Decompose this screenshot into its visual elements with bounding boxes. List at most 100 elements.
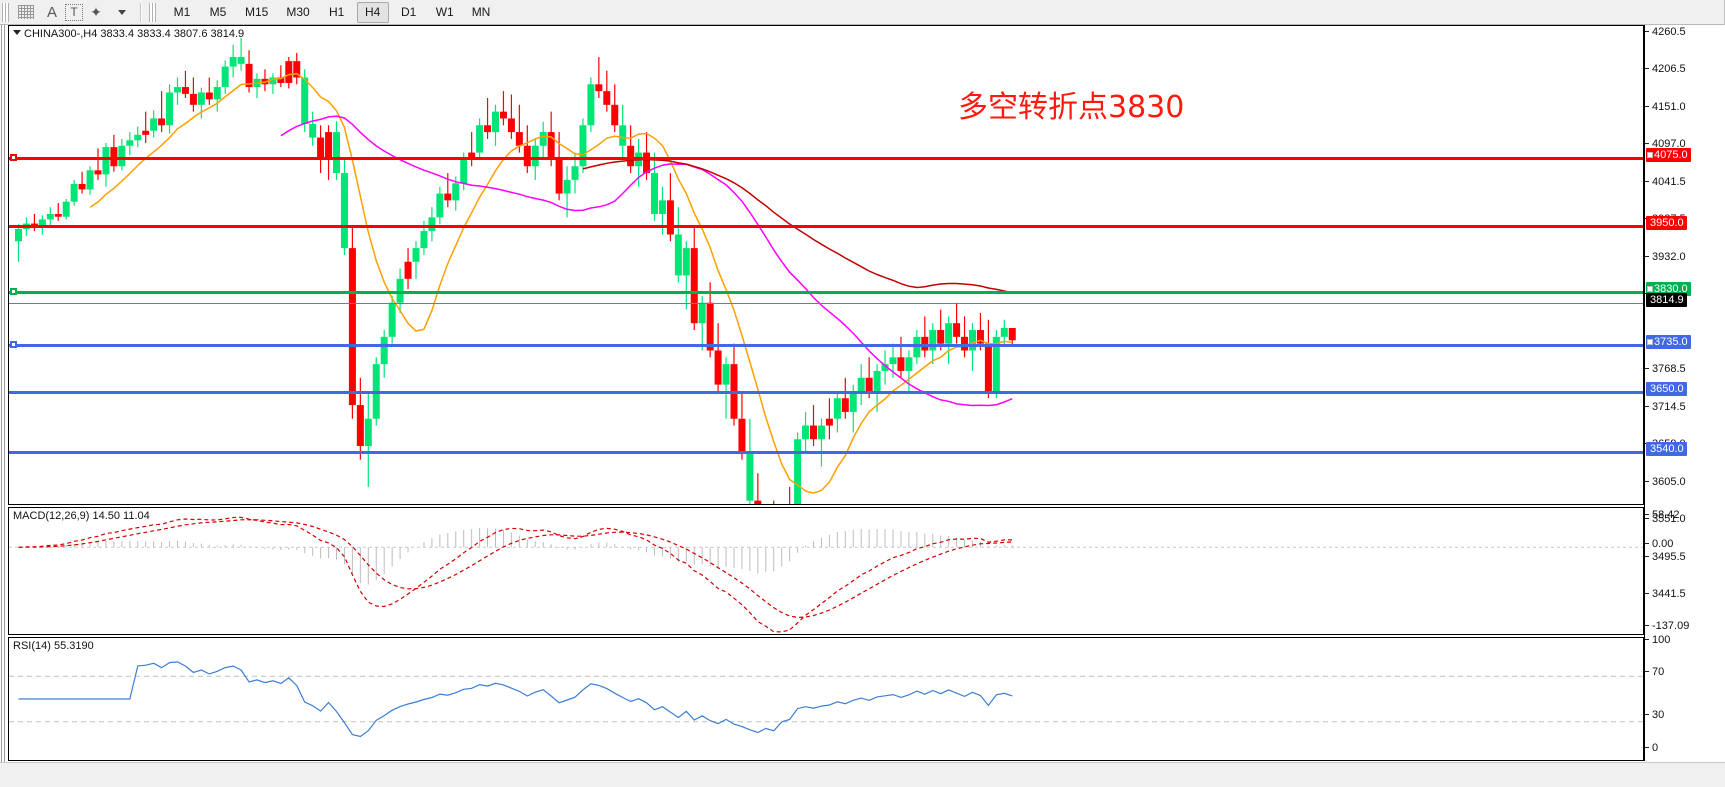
candle-body [587, 84, 595, 126]
level-handle-icon[interactable] [1647, 286, 1653, 292]
candle-body [682, 248, 690, 276]
text-label-icon[interactable]: A [46, 3, 57, 21]
level-line-support-3650[interactable] [9, 391, 1643, 394]
candle-body [643, 152, 651, 174]
candle-body [142, 130, 150, 135]
candle-body [86, 170, 94, 190]
candle-body [492, 111, 499, 133]
level-line-support-3735[interactable] [9, 344, 1643, 347]
price-axis-tick: 4151.0 [1645, 101, 1725, 113]
level-handle-icon[interactable] [1647, 152, 1653, 158]
candle-body [237, 57, 245, 64]
candle-body [476, 125, 484, 153]
candle-body [420, 231, 428, 249]
candle-body [380, 336, 388, 365]
toolbar-divider [140, 2, 142, 22]
axis-tick-label: 4206.5 [1652, 63, 1686, 75]
candle-body [658, 200, 666, 214]
timeframe-button-m15[interactable]: M15 [245, 5, 269, 19]
rsi-pane[interactable]: RSI(14) 55.3190 [8, 637, 1644, 761]
candle-body [921, 336, 929, 351]
candle-body [674, 234, 682, 276]
level-handle-icon[interactable] [1647, 339, 1653, 345]
level-drag-handle-resistance-4075[interactable] [10, 154, 17, 161]
level-line-resistance-3950[interactable] [9, 225, 1643, 228]
axis-tick-mark [1645, 106, 1649, 107]
candle-body [333, 132, 340, 174]
level-line-pivot-3830[interactable] [9, 291, 1643, 294]
chart-annotation-text[interactable]: 多空转折点3830 [958, 90, 1185, 125]
axis-tick-label: 0.00 [1652, 538, 1674, 550]
axis-tick-mark [1645, 747, 1649, 748]
candle-body [563, 179, 571, 194]
axis-tick-mark [1645, 514, 1649, 515]
candle-body [611, 104, 619, 126]
price-pane[interactable]: CHINA300-,H4 3833.4 3833.4 3807.6 3814.9 [8, 25, 1644, 505]
macd-pane[interactable]: MACD(12,26,9) 14.50 11.04 [8, 507, 1644, 635]
price-axis-tick: 3495.5 [1645, 551, 1725, 563]
timeframe-button-m1[interactable]: M1 [173, 5, 191, 19]
axis-tick-label: 3714.5 [1652, 401, 1686, 413]
macd-axis-tick: -137.09 [1645, 620, 1725, 632]
text-box-icon[interactable]: T [65, 3, 83, 21]
candle-body [356, 405, 364, 447]
price-scale-axis[interactable]: 4260.54206.54151.04097.04041.53987.53932… [1644, 25, 1725, 761]
candle-body [714, 350, 722, 385]
axis-tick-mark [1645, 256, 1649, 257]
price-axis-badge-3950-0[interactable]: 3950.0 [1646, 216, 1687, 230]
candle-body [213, 87, 221, 100]
candle-body [181, 87, 189, 94]
axis-tick-mark [1645, 143, 1649, 144]
candle-body [690, 248, 698, 324]
price-axis-badge-3814-9[interactable]: 3814.9 [1646, 293, 1687, 307]
level-line-last-price-3814[interactable] [9, 303, 1643, 304]
rsi-axis-tick: 70 [1645, 666, 1725, 678]
candle-body [452, 183, 460, 201]
candle-body [205, 92, 213, 100]
level-drag-handle-pivot-3830[interactable] [10, 288, 17, 295]
timeframe-button-w1[interactable]: W1 [435, 5, 454, 19]
candle-body [78, 183, 86, 190]
level-line-support-3540[interactable] [9, 451, 1643, 454]
timeframe-button-m30[interactable]: M30 [286, 5, 310, 19]
candle-body [627, 145, 635, 167]
candle-body [404, 261, 412, 279]
price-axis-badge-4075-0[interactable]: 4075.0 [1646, 148, 1691, 162]
candle-body [285, 61, 293, 83]
timeframe-button-d1[interactable]: D1 [401, 5, 417, 19]
candle-body [666, 200, 674, 235]
toolbar-grip[interactable] [2, 2, 9, 22]
crosshair-grid-icon[interactable] [13, 1, 39, 24]
candle-body [531, 145, 539, 167]
candle-body [619, 125, 627, 146]
timeframe-button-h4[interactable]: H4 [356, 1, 389, 23]
price-axis-tick: 3768.5 [1645, 363, 1725, 375]
rsi-pane-label: RSI(14) 55.3190 [13, 640, 94, 652]
ma-line-magenta [280, 115, 1013, 407]
candle-body [150, 118, 158, 131]
candle-body [1000, 327, 1008, 337]
timeframe-buttons: M1 M5 M15 M30 H1 H4 D1 W1 MN [164, 1, 499, 23]
candle-body [841, 398, 849, 412]
shapes-objects-icon[interactable]: ✦ [90, 3, 102, 20]
candle-body [794, 439, 802, 504]
chart-left-scroll-grip[interactable] [0, 25, 8, 762]
level-line-resistance-4075[interactable] [9, 157, 1643, 160]
candle-body [810, 425, 817, 440]
timeframe-button-m5[interactable]: M5 [209, 5, 227, 19]
timeframe-button-h1[interactable]: H1 [329, 5, 345, 19]
price-axis-badge-3540-0[interactable]: 3540.0 [1646, 442, 1687, 456]
price-axis-badge-label: 4075.0 [1654, 149, 1688, 161]
price-axis-badge-label: 3735.0 [1654, 336, 1688, 348]
timeframe-button-mn[interactable]: MN [471, 5, 491, 19]
level-drag-handle-support-3735[interactable] [10, 341, 17, 348]
timeframe-group-grip[interactable] [149, 2, 156, 22]
macd-axis-tick: 58.42 [1645, 509, 1725, 521]
price-axis-badge-3735-0[interactable]: 3735.0 [1646, 335, 1691, 349]
dropdown-caret-icon[interactable] [109, 1, 135, 24]
price-axis-badge-3830-0[interactable]: 3830.0 [1646, 282, 1691, 296]
price-axis-badge-3650-0[interactable]: 3650.0 [1646, 382, 1687, 396]
candle-body [134, 134, 142, 141]
price-axis-badge-label: 3540.0 [1650, 443, 1684, 455]
collapse-triangle-icon[interactable] [13, 30, 21, 35]
